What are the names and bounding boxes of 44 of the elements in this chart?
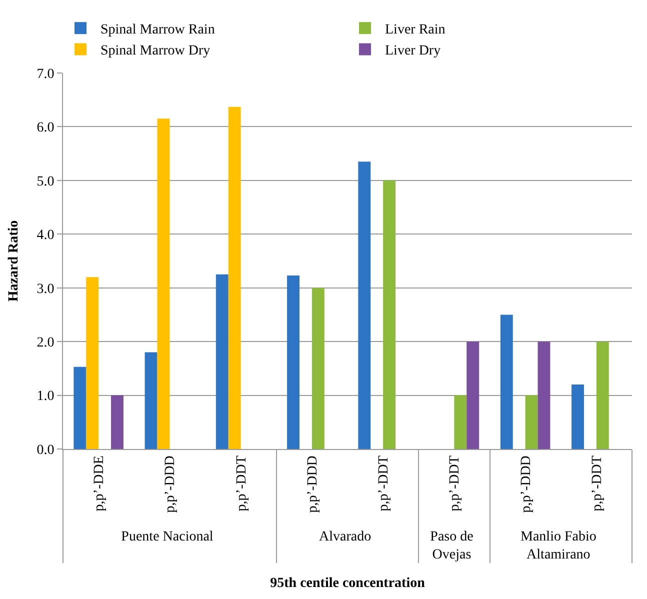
bar bbox=[596, 342, 609, 449]
y-tick-label: 7.0 bbox=[36, 66, 54, 82]
y-tick-label: 6.0 bbox=[36, 120, 54, 136]
bar bbox=[144, 352, 158, 449]
x-tick-label: p,p’-DDD bbox=[518, 456, 534, 513]
y-tick-label: 1.0 bbox=[36, 389, 54, 404]
x-tick-label: p,p’-DDT bbox=[590, 455, 605, 512]
bar bbox=[216, 274, 228, 449]
bar bbox=[454, 395, 467, 449]
text: Alvarado bbox=[319, 529, 372, 544]
bar bbox=[157, 118, 170, 449]
x-tick-label: p,p’-DDD bbox=[305, 456, 320, 513]
x-tick-label: p,p’-DDD bbox=[163, 456, 178, 513]
bar bbox=[86, 277, 99, 449]
bar bbox=[74, 366, 86, 449]
bar bbox=[572, 384, 584, 449]
bar bbox=[287, 276, 300, 449]
text: Paso de Ovejas bbox=[430, 529, 474, 563]
y-tick-label: 0.0 bbox=[36, 442, 54, 458]
legend-label: Spinal Marrow Rain bbox=[100, 22, 215, 38]
bar bbox=[312, 288, 324, 449]
x-tick-label: p,p’-DDT bbox=[376, 455, 392, 512]
y-tick-label: 2.0 bbox=[36, 335, 54, 350]
x-tick-label: p,p’-DDT bbox=[234, 455, 250, 512]
bar bbox=[500, 314, 513, 449]
y-tick-label: 3.0 bbox=[36, 282, 54, 297]
x-tick-label: p,p’-DDT bbox=[448, 455, 463, 512]
text: Manlio Fabio Altamirano bbox=[520, 529, 596, 563]
y-tick-label: 4.0 bbox=[36, 228, 54, 244]
y-tick-label: 5.0 bbox=[36, 174, 54, 190]
legend-label: Spinal Marrow Dry bbox=[100, 44, 210, 59]
bar bbox=[466, 342, 480, 449]
bar bbox=[538, 342, 550, 449]
text: Puente Nacional bbox=[121, 529, 214, 544]
legend-label: Liver Dry bbox=[385, 44, 441, 59]
y-axis-title: Hazard Ratio bbox=[6, 220, 22, 302]
x-axis-title: 95th centile concentration bbox=[270, 576, 426, 591]
bar bbox=[111, 395, 124, 449]
bar bbox=[383, 180, 396, 449]
bar bbox=[358, 162, 371, 449]
bar bbox=[228, 106, 241, 449]
x-tick-label: p,p’-DDE bbox=[92, 456, 108, 512]
bar bbox=[525, 395, 538, 449]
legend-label: Liver Rain bbox=[385, 22, 446, 38]
